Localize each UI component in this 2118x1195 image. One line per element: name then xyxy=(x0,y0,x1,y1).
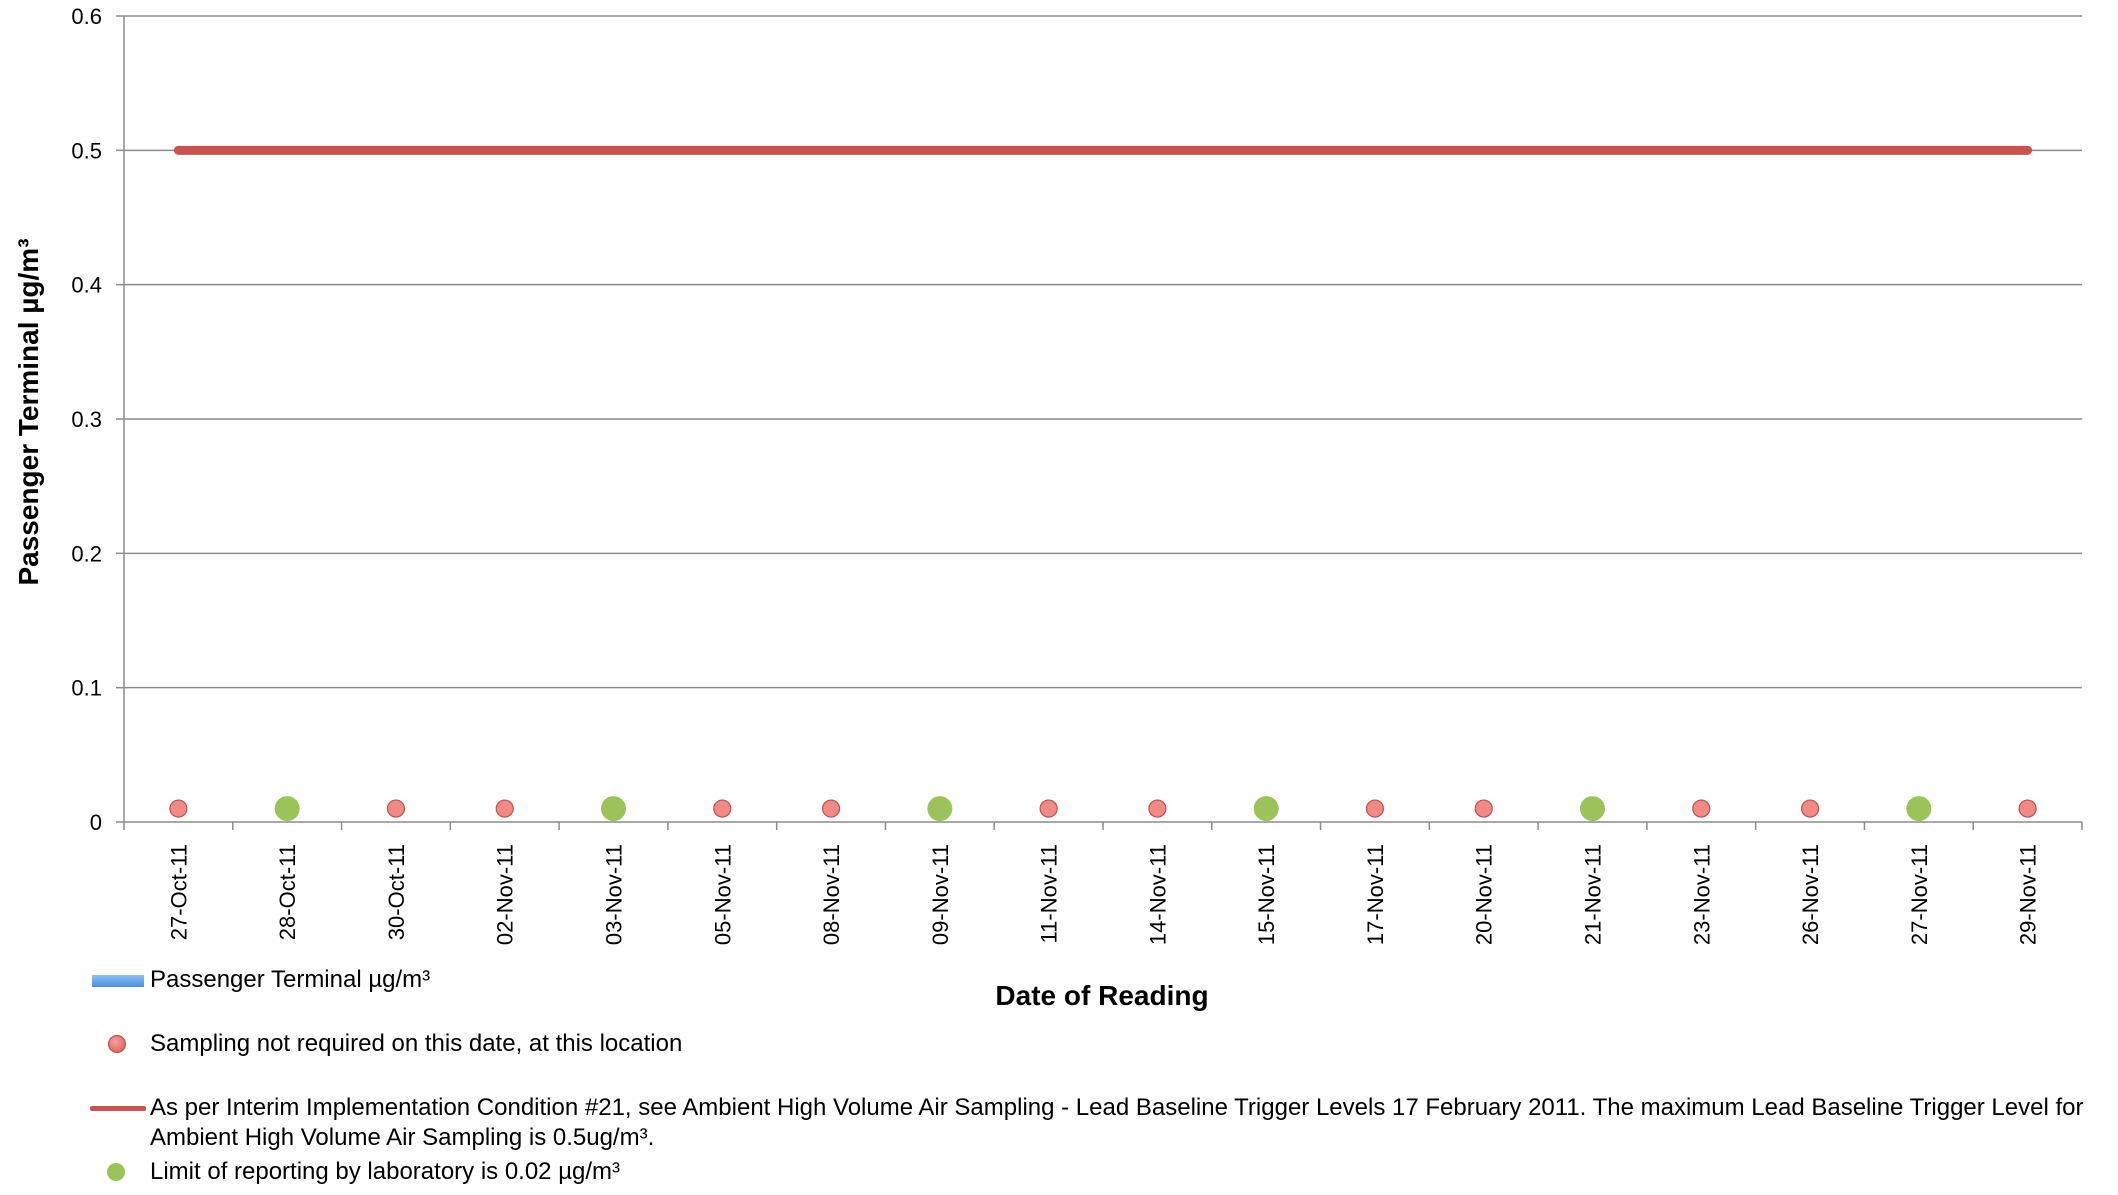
data-point-limit-of-reporting xyxy=(601,796,626,822)
legend-item-limit-of-reporting: Limit of reporting by laboratory is 0.02… xyxy=(90,1157,620,1187)
x-tick-label: 26-Nov-11 xyxy=(1798,844,1823,945)
x-tick-label: 03-Nov-11 xyxy=(602,844,627,945)
data-point-sampling-not-required xyxy=(1039,799,1058,818)
x-tick-label: 29-Nov-11 xyxy=(2016,844,2041,945)
x-tick-label: 20-Nov-11 xyxy=(1472,844,1497,945)
legend-swatch-green-dot xyxy=(107,1163,125,1181)
x-tick-label: 11-Nov-11 xyxy=(1037,844,1062,943)
series xyxy=(169,145,2037,822)
legend-item-sampling-not-required: Sampling not required on this date, at t… xyxy=(90,1029,682,1059)
data-point-sampling-not-required xyxy=(169,799,188,818)
x-tick-labels: 27-Oct-11 28-Oct-11 30-Oct-11 02-Nov-11 03-N… xyxy=(166,844,2040,945)
data-point-limit-of-reporting xyxy=(274,796,300,822)
y-axis-title: Passenger Terminal µg/m³ xyxy=(13,238,44,585)
y-tick-label: 0.4 xyxy=(71,273,102,298)
x-tick-label: 14-Nov-11 xyxy=(1145,844,1170,945)
legend-label: Sampling not required on this date, at t… xyxy=(150,1030,683,1057)
x-tick-label: 21-Nov-11 xyxy=(1581,844,1606,945)
x-tick-label: 08-Nov-11 xyxy=(819,844,844,945)
data-point-sampling-not-required xyxy=(1474,799,1493,818)
legend-label: Limit of reporting by laboratory is 0.02… xyxy=(150,1158,621,1185)
data-point-sampling-not-required xyxy=(495,799,514,818)
y-tick-label: 0.1 xyxy=(71,676,102,701)
data-point-limit-of-reporting xyxy=(1253,796,1279,822)
legend-item-passenger-terminal: Passenger Terminal µg/m³ xyxy=(90,965,430,995)
y-tick-label: 0 xyxy=(90,810,102,835)
y-tick-label: 0.2 xyxy=(71,541,102,566)
y-tick-label: 0.6 xyxy=(71,4,102,29)
legend-item-trigger-level: As per Interim Implementation Condition … xyxy=(90,1093,2100,1153)
x-tick-label: 27-Nov-11 xyxy=(1907,844,1932,945)
data-point-sampling-not-required xyxy=(386,799,406,818)
x-tick-label: 17-Nov-11 xyxy=(1363,844,1388,945)
y-tick-label: 0.3 xyxy=(71,407,102,432)
y-tick-label: 0.5 xyxy=(71,138,102,163)
data-point-limit-of-reporting xyxy=(927,796,953,822)
legend-swatch-line xyxy=(90,1106,146,1111)
x-tick-label: 23-Nov-11 xyxy=(1689,844,1714,945)
data-point-sampling-not-required xyxy=(821,799,841,818)
x-axis-title: Date of Reading xyxy=(995,980,1208,1011)
legend-swatch-bar xyxy=(92,975,144,987)
legend-label: As per Interim Implementation Condition … xyxy=(150,1094,2084,1151)
grid-lines xyxy=(124,15,2082,689)
data-point-sampling-not-required xyxy=(1692,799,1711,818)
x-tick-label: 28-Oct-11 xyxy=(275,844,300,940)
data-point-sampling-not-required xyxy=(1800,799,1820,818)
x-tick-label: 05-Nov-11 xyxy=(710,844,735,945)
y-tick-labels: 0 0.1 0.2 0.3 0.4 0.5 0.6 xyxy=(71,4,102,835)
x-tick-label: 09-Nov-11 xyxy=(928,844,953,945)
data-point-limit-of-reporting xyxy=(1906,796,1932,822)
axes xyxy=(116,15,2083,830)
data-point-sampling-not-required xyxy=(2018,799,2037,818)
data-point-sampling-not-required xyxy=(713,799,732,818)
legend-swatch-red-dot xyxy=(108,1035,126,1053)
x-tick-label: 30-Oct-11 xyxy=(384,844,409,940)
legend-label: Passenger Terminal µg/m³ xyxy=(150,966,431,993)
data-point-sampling-not-required xyxy=(1148,799,1167,818)
x-tick-label: 02-Nov-11 xyxy=(493,844,518,945)
data-point-sampling-not-required xyxy=(1365,799,1385,818)
x-tick-label: 15-Nov-11 xyxy=(1254,844,1279,945)
x-tick-label: 27-Oct-11 xyxy=(166,844,191,940)
data-point-limit-of-reporting xyxy=(1580,796,1605,822)
